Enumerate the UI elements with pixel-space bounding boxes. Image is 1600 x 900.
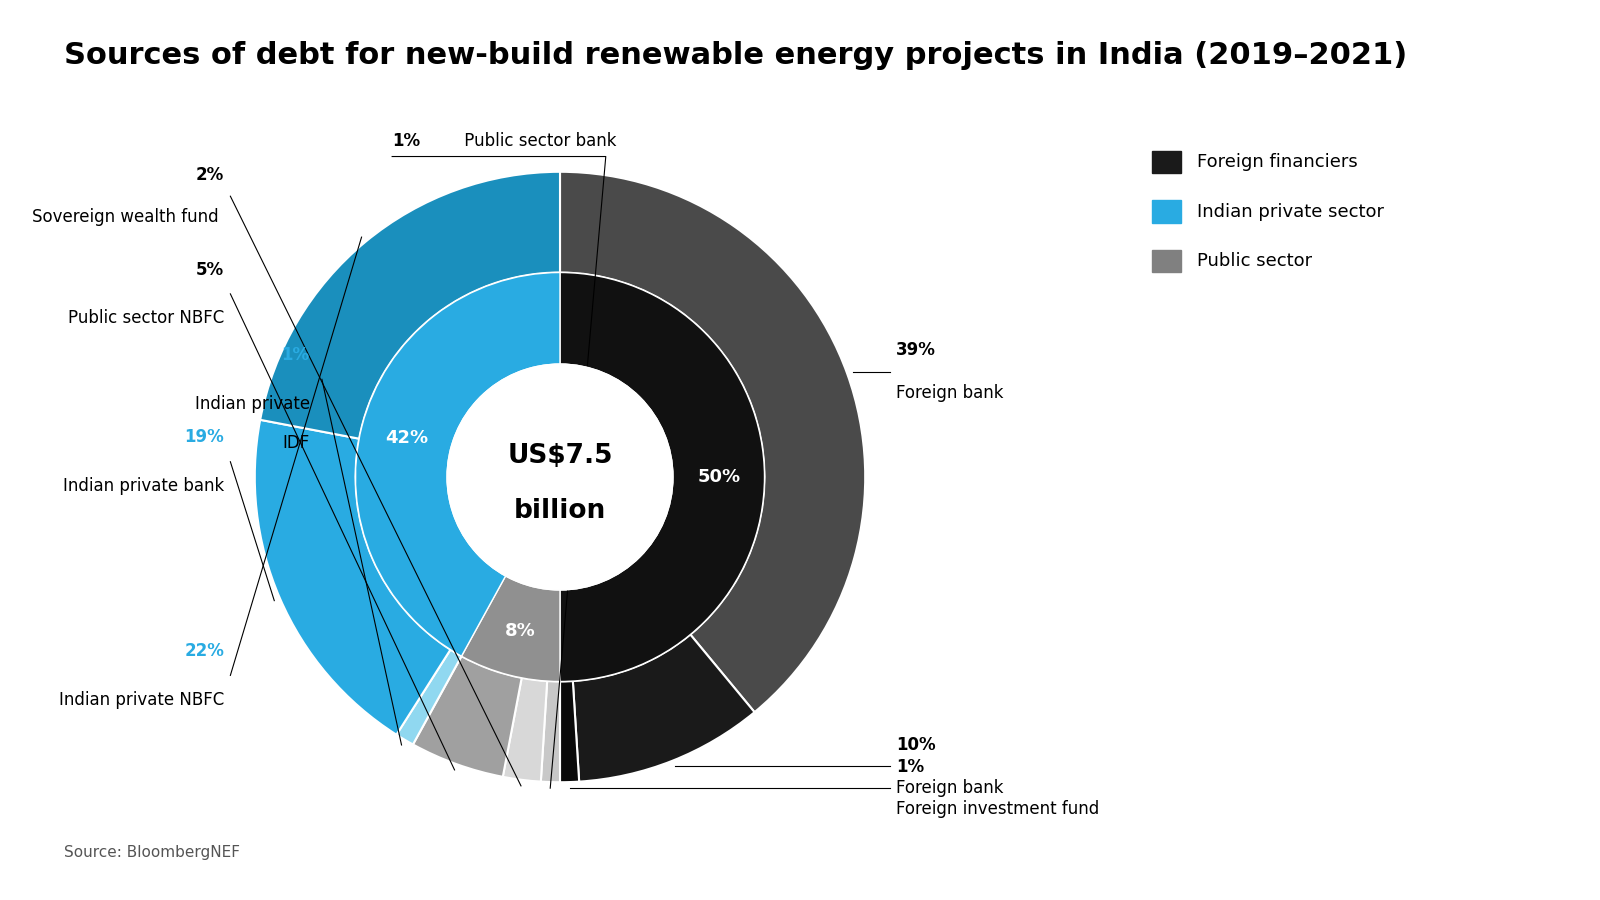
Text: Foreign bank: Foreign bank <box>896 778 1003 796</box>
Text: Public sector NBFC: Public sector NBFC <box>69 309 224 327</box>
Text: billion: billion <box>514 498 606 524</box>
Wedge shape <box>461 576 560 681</box>
Text: Source: BloombergNEF: Source: BloombergNEF <box>64 844 240 860</box>
Wedge shape <box>261 172 560 438</box>
Text: Foreign financiers: Foreign financiers <box>1197 153 1357 171</box>
Wedge shape <box>413 656 522 777</box>
Text: Foreign investment fund: Foreign investment fund <box>896 800 1099 818</box>
Text: US$7.5: US$7.5 <box>507 443 613 469</box>
Text: 42%: 42% <box>384 428 427 446</box>
Text: 50%: 50% <box>698 468 741 486</box>
Wedge shape <box>397 650 461 744</box>
Text: 2%: 2% <box>197 166 224 184</box>
Text: 5%: 5% <box>197 261 224 279</box>
Text: 1%: 1% <box>896 758 923 776</box>
Wedge shape <box>355 273 560 656</box>
Wedge shape <box>560 172 866 712</box>
Wedge shape <box>541 681 560 782</box>
Text: Indian private bank: Indian private bank <box>62 477 224 495</box>
Text: 1%: 1% <box>392 132 421 150</box>
Text: 39%: 39% <box>896 341 936 359</box>
Wedge shape <box>560 273 765 681</box>
Text: Sources of debt for new-build renewable energy projects in India (2019–2021): Sources of debt for new-build renewable … <box>64 40 1408 69</box>
Text: 10%: 10% <box>896 736 936 754</box>
Text: Public sector bank: Public sector bank <box>459 132 616 150</box>
Text: Indian private sector: Indian private sector <box>1197 202 1384 220</box>
Text: 8%: 8% <box>506 622 536 640</box>
Text: Public sector: Public sector <box>1197 252 1312 270</box>
Wedge shape <box>560 681 579 782</box>
Wedge shape <box>573 634 755 781</box>
Text: 22%: 22% <box>184 642 224 660</box>
Text: 1%: 1% <box>282 346 310 364</box>
Text: Sovereign wealth fund: Sovereign wealth fund <box>32 209 218 227</box>
Wedge shape <box>502 678 547 781</box>
Text: 19%: 19% <box>184 428 224 446</box>
Text: Indian private: Indian private <box>195 394 310 412</box>
Wedge shape <box>254 419 451 734</box>
Text: Indian private NBFC: Indian private NBFC <box>59 690 224 708</box>
Circle shape <box>446 364 674 590</box>
Text: Foreign bank: Foreign bank <box>896 383 1003 401</box>
Text: IDF: IDF <box>283 435 310 453</box>
